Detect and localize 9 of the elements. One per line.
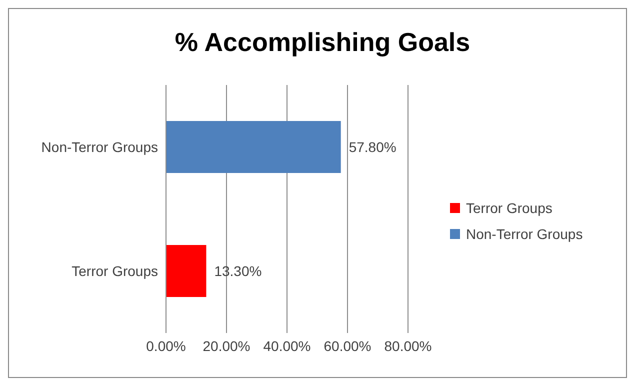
legend-label: Non-Terror Groups <box>466 226 583 242</box>
data-label: 57.80% <box>348 138 396 155</box>
legend-label: Terror Groups <box>466 200 552 216</box>
x-tick-label: 0.00% <box>146 338 186 354</box>
x-tick-label: 60.00% <box>324 338 372 354</box>
chart-title: % Accomplishing Goals <box>174 26 472 59</box>
x-tick-label: 40.00% <box>263 338 311 354</box>
x-tick-label: 20.00% <box>202 338 250 354</box>
x-tick-label: 80.00% <box>384 338 432 354</box>
